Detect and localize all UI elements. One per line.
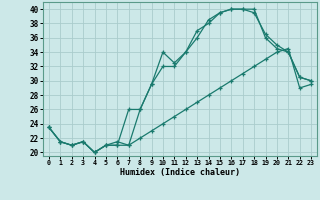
X-axis label: Humidex (Indice chaleur): Humidex (Indice chaleur): [120, 168, 240, 177]
